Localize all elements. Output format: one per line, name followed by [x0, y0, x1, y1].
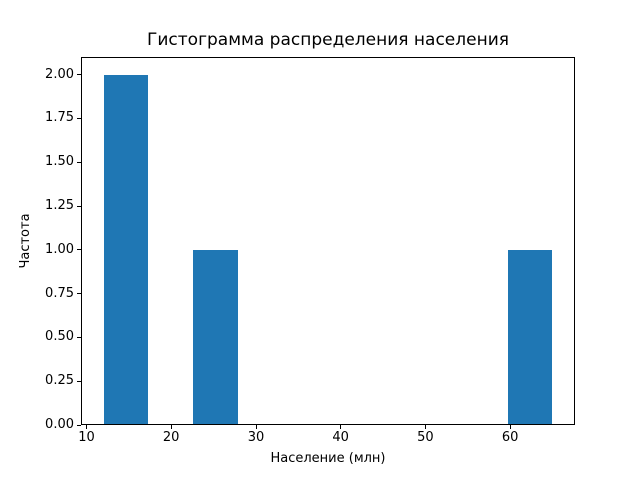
y-tick-label: 1.50 — [45, 154, 74, 170]
y-tick — [77, 293, 81, 295]
histogram-bar — [103, 74, 149, 425]
y-tick — [77, 161, 81, 163]
y-tick — [77, 380, 81, 382]
x-tick-label: 30 — [247, 430, 265, 445]
x-tick — [86, 425, 87, 429]
y-tick — [77, 205, 81, 207]
y-tick-label: 0.00 — [45, 417, 74, 432]
x-tick — [170, 425, 172, 429]
y-tick-label: 1.25 — [45, 198, 74, 213]
chart-title: Гистограмма распределения населения — [147, 30, 509, 50]
y-tick-label: 0.50 — [45, 329, 74, 345]
x-tick — [340, 425, 342, 429]
histogram-bar — [193, 249, 239, 425]
y-tick-label: 2.00 — [45, 66, 74, 82]
x-tick-label: 20 — [162, 430, 180, 445]
y-tick-label: 0.75 — [45, 285, 74, 301]
x-tick — [509, 425, 511, 429]
plot-area — [81, 57, 575, 425]
x-tick-label: 60 — [501, 430, 519, 445]
y-tick — [77, 74, 81, 75]
x-tick-label: 50 — [417, 430, 434, 445]
y-tick — [77, 249, 81, 251]
histogram-bar — [507, 249, 553, 425]
y-tick-label: 0.25 — [45, 373, 74, 389]
x-axis-label: Население (млн) — [270, 451, 386, 466]
x-tick-label: 40 — [332, 430, 349, 445]
y-tick-label: 1.75 — [45, 110, 74, 126]
y-tick — [77, 336, 81, 338]
y-tick — [77, 117, 81, 119]
x-tick-label: 10 — [78, 430, 95, 445]
x-tick — [424, 425, 426, 429]
y-tick-label: 1.00 — [45, 241, 74, 257]
y-tick — [77, 424, 81, 426]
x-tick — [255, 425, 257, 429]
